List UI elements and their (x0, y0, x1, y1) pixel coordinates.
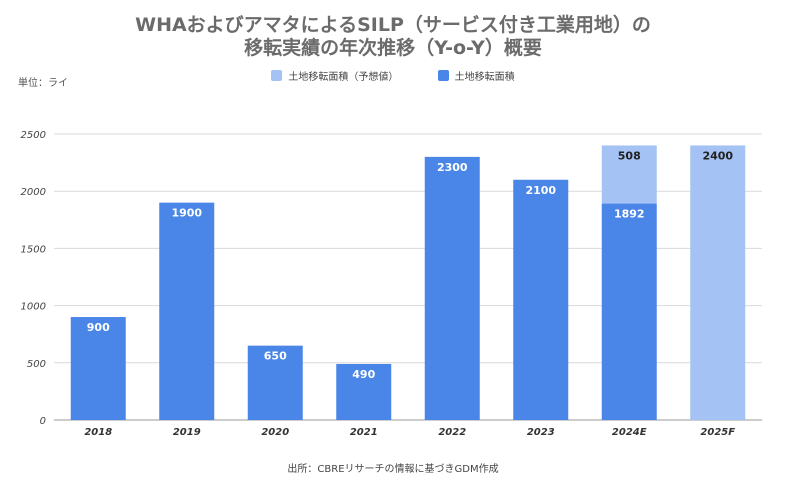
x-tick-label-2025F: 2025F (700, 427, 735, 438)
bar-actual-2022 (424, 156, 480, 420)
source-note: 出所：CBREリサーチの情報に基づきGDM作成 (287, 464, 499, 475)
data-label-actual-2024E: 1892 (614, 208, 645, 221)
x-tick-label-2024E: 2024E (612, 427, 647, 438)
legend-label-forecast: 土地移転面積（予想値） (288, 72, 399, 83)
data-label-actual-2020: 650 (264, 350, 287, 363)
chart-legend: 土地移転面積（予想値） 土地移転面積 (0, 68, 786, 84)
bar-actual-2018 (70, 317, 126, 420)
bar-actual-2024E (601, 203, 657, 420)
x-tick-label-2020: 2020 (261, 427, 289, 438)
x-tick-label-2023: 2023 (527, 427, 555, 438)
data-label-actual-2018: 900 (87, 321, 110, 334)
data-label-forecast-2024E: 508 (618, 149, 641, 162)
legend-item-actual: 土地移転面積 (437, 68, 515, 83)
unit-label: 単位：ライ (18, 78, 68, 89)
bar-actual-2023 (513, 179, 569, 420)
chart-title: WHAおよびアマタによるSILP（サービス付き工業用地）の 移転実績の年次推移（… (0, 14, 786, 60)
bar-actual-2019 (159, 202, 215, 420)
x-tick-label-2018: 2018 (84, 427, 112, 438)
y-tick-label-1500: 1500 (21, 244, 46, 255)
data-label-forecast-2025F: 2400 (702, 149, 733, 162)
x-tick-label-2022: 2022 (438, 427, 466, 438)
chart-title-line-2: 移転実績の年次推移（Y-o-Y）概要 (244, 37, 542, 59)
legend-swatch-actual (437, 70, 449, 81)
bar-actual-2020 (247, 345, 303, 420)
data-label-actual-2023: 2100 (525, 184, 556, 197)
y-tick-label-2000: 2000 (21, 187, 46, 198)
legend-item-forecast: 土地移転面積（予想値） (271, 68, 398, 83)
y-tick-label-1000: 1000 (21, 302, 46, 313)
data-label-actual-2022: 2300 (437, 161, 468, 174)
data-label-actual-2019: 1900 (171, 207, 202, 220)
chart-title-line-1: WHAおよびアマタによるSILP（サービス付き工業用地）の (135, 14, 651, 36)
data-label-actual-2021: 490 (352, 368, 375, 381)
bar-actual-2021 (336, 363, 392, 420)
bar-forecast-2024E (601, 145, 657, 204)
legend-label-actual: 土地移転面積 (454, 72, 515, 83)
x-tick-label-2021: 2021 (350, 427, 378, 438)
bar-forecast-2025F (690, 145, 746, 420)
y-tick-label-0: 0 (40, 416, 46, 427)
legend-swatch-forecast (271, 70, 283, 81)
x-tick-label-2019: 2019 (173, 427, 201, 438)
y-tick-label-2500: 2500 (21, 130, 46, 141)
y-tick-label-500: 500 (27, 359, 46, 370)
